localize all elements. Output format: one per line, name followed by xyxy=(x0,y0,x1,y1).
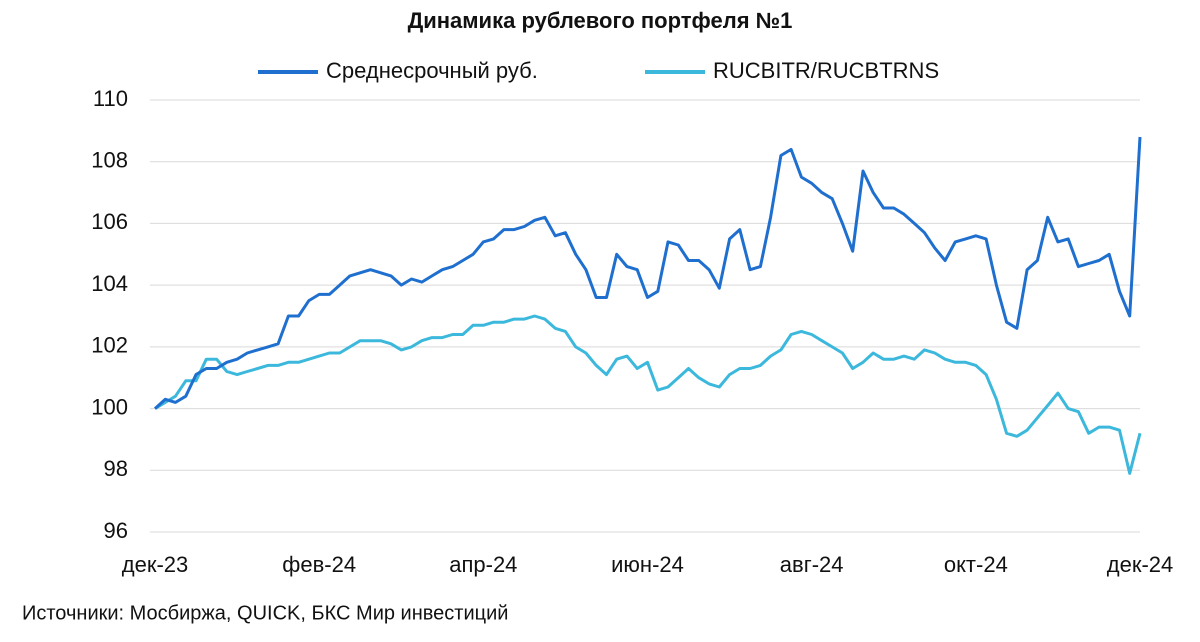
x-tick-label: фев-24 xyxy=(282,552,356,577)
y-tick-label: 102 xyxy=(91,333,128,358)
series-line xyxy=(154,314,1142,475)
legend-label: Среднесрочный руб. xyxy=(326,58,538,83)
y-tick-label: 100 xyxy=(91,394,128,419)
x-tick-label: авг-24 xyxy=(780,552,844,577)
x-tick-label: апр-24 xyxy=(449,552,517,577)
source-note: Источники: Мосбиржа, QUICK, БКС Мир инве… xyxy=(22,602,508,624)
x-tick-label: июн-24 xyxy=(611,552,684,577)
x-tick-label: дек-24 xyxy=(1107,552,1174,577)
series-line xyxy=(153,136,1142,410)
legend-label: RUCBITR/RUCBTRNS xyxy=(713,58,939,83)
chart-title: Динамика рублевого портфеля №1 xyxy=(408,8,793,33)
y-tick-label: 108 xyxy=(91,148,128,173)
x-tick-label: дек-23 xyxy=(122,552,189,577)
y-tick-label: 98 xyxy=(104,456,128,481)
y-tick-label: 110 xyxy=(93,86,128,111)
y-tick-label: 96 xyxy=(104,518,128,543)
x-tick-label: окт-24 xyxy=(944,552,1008,577)
y-tick-label: 106 xyxy=(91,209,128,234)
y-tick-label: 104 xyxy=(91,271,128,296)
